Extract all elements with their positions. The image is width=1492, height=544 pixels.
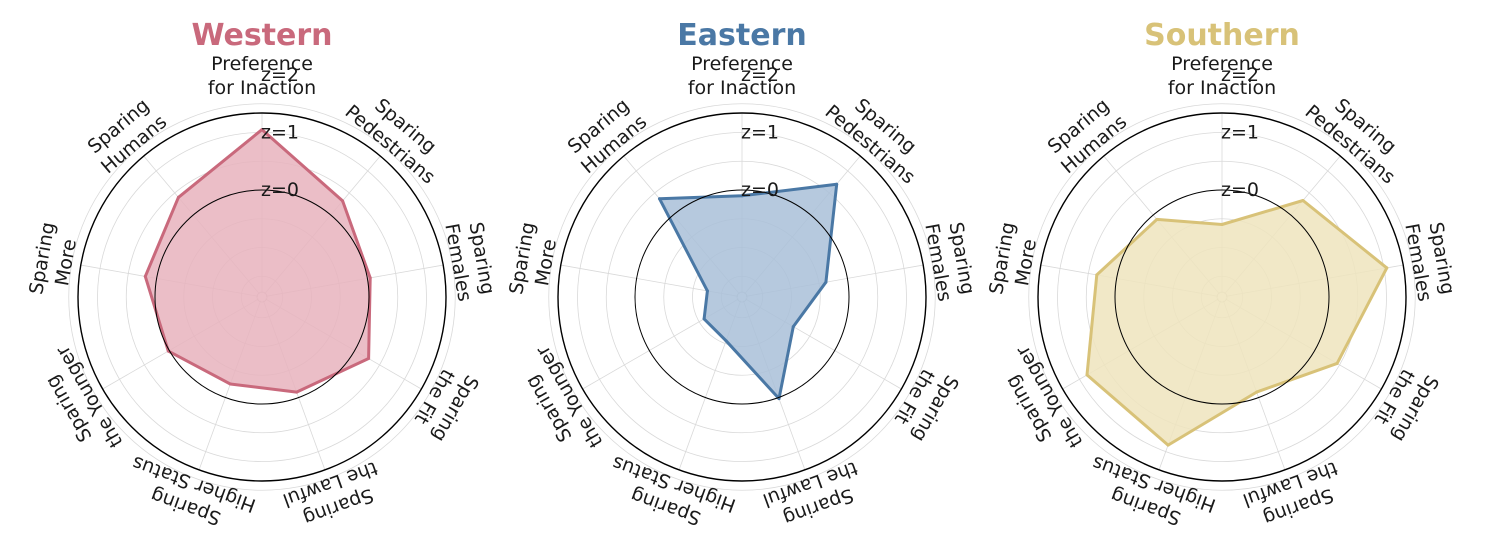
chart-title: Southern: [1144, 18, 1300, 53]
data-point: [367, 357, 371, 361]
ring-label: z=2: [261, 64, 299, 86]
data-point: [176, 195, 180, 199]
data-point: [341, 199, 345, 203]
chart-title: Eastern: [677, 18, 806, 53]
axis-label-line: for Inaction: [1168, 77, 1276, 99]
ring-label: z=1: [741, 122, 779, 144]
ring-label: z=1: [1221, 122, 1259, 144]
axis-label-line: for Inaction: [688, 77, 796, 99]
data-point: [824, 280, 828, 284]
ring-label: z=0: [741, 179, 779, 201]
grid-ring: [68, 103, 456, 491]
data-point: [1166, 443, 1170, 447]
data-point: [1095, 273, 1099, 277]
axis-label-line: Preference: [691, 53, 793, 75]
zero-ring: [634, 189, 850, 405]
data-point: [702, 317, 706, 321]
data-point: [228, 382, 232, 386]
data-point: [658, 197, 662, 201]
data-point: [1155, 217, 1159, 221]
data-point: [143, 274, 147, 278]
axis-label-line: for Inaction: [208, 77, 316, 99]
series-polygon: [1085, 199, 1389, 447]
data-point: [1220, 223, 1224, 226]
outer-ring: [77, 112, 447, 482]
ring-label: z=1: [261, 122, 299, 144]
data-point: [1335, 361, 1339, 365]
data-point: [1085, 373, 1089, 377]
data-point: [724, 339, 728, 343]
data-point: [1301, 198, 1305, 202]
data-point: [835, 182, 839, 186]
data-point: [260, 128, 264, 132]
ring-label: z=2: [1221, 64, 1259, 86]
axis-label-line: Preference: [1171, 53, 1273, 75]
zero-ring: [1114, 189, 1330, 405]
data-point: [1385, 266, 1389, 270]
chart-title: Western: [191, 18, 332, 53]
ring-label: z=2: [741, 64, 779, 86]
series-polygon: [143, 128, 372, 394]
ring-label: z=0: [1221, 179, 1259, 201]
data-point: [295, 390, 299, 394]
data-point: [368, 276, 372, 280]
data-point: [740, 194, 744, 198]
data-point: [791, 325, 795, 329]
zero-ring: [154, 189, 370, 405]
grid-ring: [1028, 103, 1416, 491]
axis-label-line: Preference: [211, 53, 313, 75]
ring-label: z=0: [261, 179, 299, 201]
series-polygon: [658, 182, 839, 401]
data-point: [1255, 390, 1259, 394]
outer-ring: [1037, 112, 1407, 482]
outer-ring: [557, 112, 927, 482]
data-point: [705, 289, 709, 293]
grid-ring: [548, 103, 936, 491]
